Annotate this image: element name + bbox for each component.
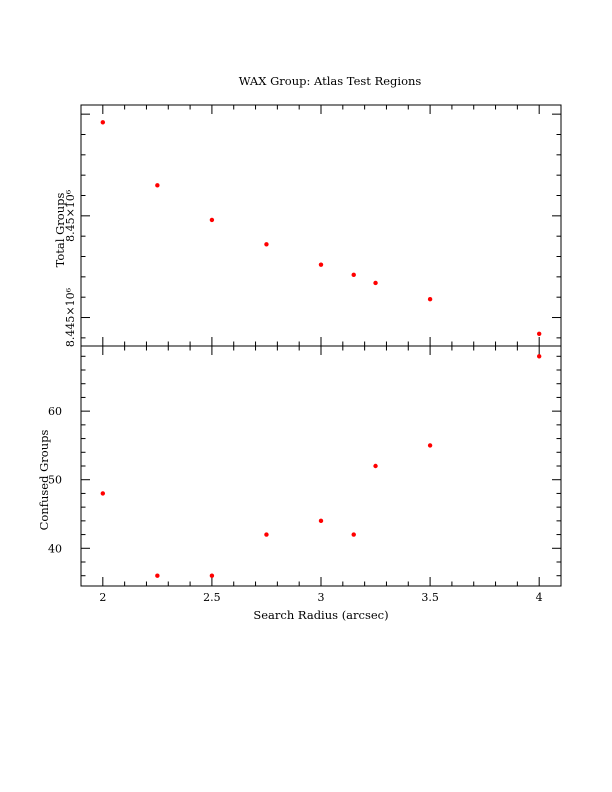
confused-groups-y-tick-label: 50	[48, 474, 62, 487]
confused-groups-data-point	[427, 443, 433, 448]
confused-groups-data-point	[264, 532, 269, 537]
x-tick-label: 2.5	[203, 591, 221, 604]
confused-groups-y-tick-label: 60	[48, 405, 62, 418]
x-axis-title: Search Radius (arcsec)	[253, 608, 388, 622]
total-groups-axis-title: Total Groups	[53, 193, 67, 268]
total-groups-panel: Total Groups 8.445×10⁶ 8.45×10⁶	[53, 104, 562, 347]
total-groups-data-point	[155, 183, 160, 188]
confused-groups-axis-title: Confused Groups	[37, 430, 51, 531]
confused-groups-plot-frame	[80, 345, 562, 587]
confused-groups-data-point	[209, 573, 215, 578]
confused-groups-data-point	[536, 354, 542, 359]
confused-groups-panel: Confused Groups 40 50 60	[37, 345, 562, 587]
confused-groups-data-point	[351, 532, 356, 537]
total-groups-data-point	[373, 280, 378, 286]
total-groups-y-tick-label: 8.45×10⁶	[64, 189, 77, 242]
total-groups-data-point	[536, 331, 542, 336]
total-groups-data-point	[264, 242, 269, 247]
x-tick-label: 3.5	[421, 591, 439, 604]
total-groups-data-point	[318, 262, 324, 267]
confused-groups-data-point	[318, 518, 324, 524]
total-groups-y-tick-label: 8.445×10⁶	[64, 287, 77, 347]
total-groups-plot-frame	[80, 104, 562, 347]
x-tick-label: 2	[99, 591, 106, 604]
total-groups-data-point	[351, 272, 356, 278]
confused-groups-data-point	[373, 463, 378, 469]
confused-groups-data-point	[155, 573, 160, 578]
x-tick-label: 3	[318, 591, 325, 604]
x-tick-label: 4	[536, 591, 543, 604]
total-groups-data-point	[100, 120, 106, 125]
total-groups-data-point	[427, 297, 433, 302]
confused-groups-y-tick-label: 40	[48, 542, 62, 555]
chart-title: WAX Group: Atlas Test Regions	[239, 74, 422, 88]
confused-groups-data-point	[100, 491, 106, 496]
total-groups-data-point	[209, 217, 215, 223]
